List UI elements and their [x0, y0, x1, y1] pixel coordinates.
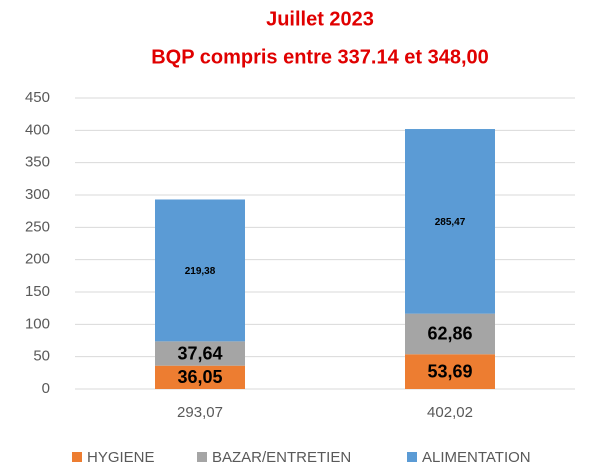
y-tick-label: 150 — [25, 283, 50, 300]
y-tick-label: 100 — [25, 315, 50, 332]
y-tick-label: 50 — [33, 348, 50, 365]
y-tick-label: 400 — [25, 121, 50, 138]
bar-segment — [405, 313, 495, 355]
y-tick-label: 450 — [25, 89, 50, 106]
x-tick-label: 402,02 — [427, 404, 473, 421]
legend-label: ALIMENTATION — [422, 449, 531, 466]
data-label: 62,86 — [427, 324, 472, 344]
data-label: 53,69 — [427, 361, 472, 381]
x-tick-label: 293,07 — [177, 404, 223, 421]
legend-swatch — [407, 452, 417, 462]
chart-title: Juillet 2023 — [266, 8, 374, 30]
y-tick-label: 350 — [25, 154, 50, 171]
y-tick-label: 0 — [42, 380, 50, 397]
data-label: 36,05 — [177, 367, 222, 387]
legend-label: HYGIENE — [87, 449, 155, 466]
bar-segment — [155, 199, 245, 342]
data-label: 37,64 — [177, 343, 222, 363]
legend-label: BAZAR/ENTRETIEN — [212, 449, 351, 466]
bar-segment — [405, 129, 495, 314]
y-tick-label: 200 — [25, 251, 50, 268]
data-label: 285,47 — [435, 217, 466, 228]
data-label: 219,38 — [185, 266, 216, 277]
legend-swatch — [197, 452, 207, 462]
bar-segment — [405, 354, 495, 389]
y-tick-label: 300 — [25, 186, 50, 203]
chart-subtitle: BQP compris entre 337.14 et 348,00 — [151, 46, 489, 68]
bar-segment — [155, 365, 245, 389]
legend-swatch — [72, 452, 82, 462]
bar-segment — [155, 341, 245, 366]
y-tick-label: 250 — [25, 218, 50, 235]
